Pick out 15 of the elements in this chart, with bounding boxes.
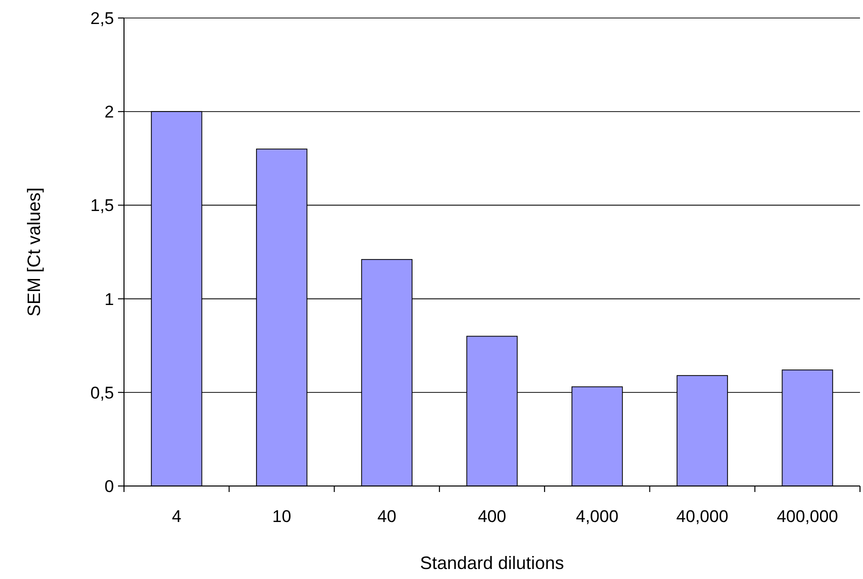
y-tick-label: 0,5: [90, 383, 114, 402]
x-tick-label: 4: [172, 507, 182, 526]
x-tick-label: 400: [478, 507, 506, 526]
x-tick-label: 400,000: [776, 507, 838, 526]
y-tick-label: 0: [104, 476, 114, 496]
x-tick-label: 4,000: [576, 507, 618, 526]
y-tick-label: 2,5: [90, 8, 114, 28]
y-tick-label: 1: [104, 290, 114, 309]
x-axis-title: Standard dilutions: [420, 553, 564, 573]
x-tick-label: 40,000: [676, 507, 728, 526]
y-axis-title: SEM [Ct values]: [24, 187, 44, 317]
x-tick-label: 10: [272, 507, 292, 526]
x-tick-label: 40: [377, 507, 396, 526]
y-tick-label: 2: [104, 102, 114, 122]
y-tick-label: 1,5: [90, 196, 114, 216]
